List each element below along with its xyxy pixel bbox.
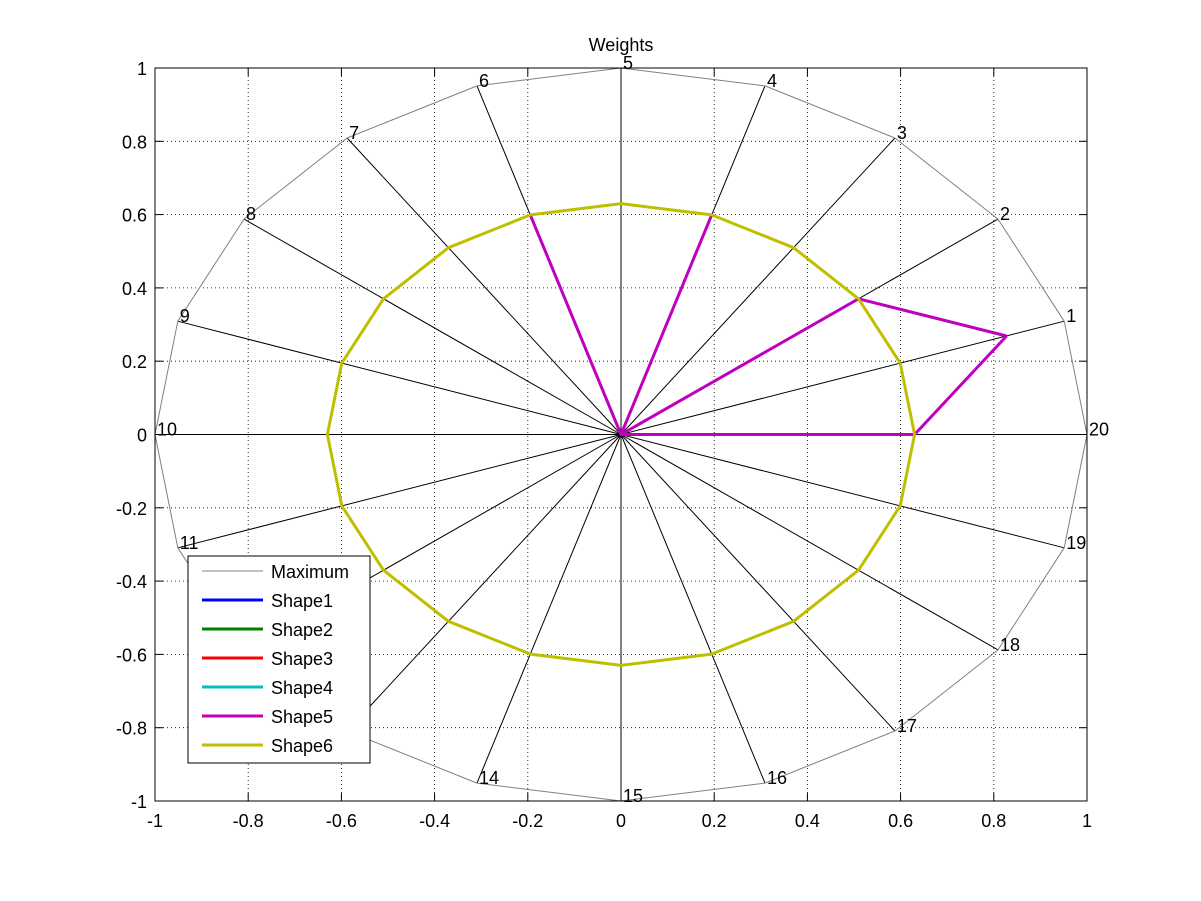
spoke-7: [346, 137, 622, 435]
x-tick-label: -1: [147, 811, 163, 831]
spoke-label: 5: [623, 53, 633, 73]
legend-label-shape5: Shape5: [271, 707, 333, 727]
series-line-maximum: [154, 67, 1088, 802]
legend-label-shape1: Shape1: [271, 591, 333, 611]
spoke-label: 19: [1066, 533, 1086, 553]
spoke-label: 20: [1089, 420, 1109, 440]
spoke-9: [177, 320, 622, 435]
x-tick-label: -0.8: [233, 811, 264, 831]
y-tick-label: -0.6: [116, 645, 147, 665]
legend-label-shape3: Shape3: [271, 649, 333, 669]
spoke-label: 6: [479, 71, 489, 91]
legend: Maximum Shape1 Shape2 Shape3 Shape4 Shape5 Sha…: [187, 555, 371, 764]
y-tick-label: 1: [137, 59, 147, 79]
spoke-3: [620, 137, 896, 435]
spoke-11: [177, 434, 622, 549]
spoke-label: 7: [349, 123, 359, 143]
y-tick-label: -0.2: [116, 499, 147, 519]
y-tick-label: 0.4: [122, 279, 147, 299]
y-tick-label: 0: [137, 426, 147, 446]
spoke-label: 14: [479, 768, 499, 788]
spoke-8: [243, 218, 622, 435]
x-tick-label: 0: [616, 811, 626, 831]
x-tick-label: -0.2: [512, 811, 543, 831]
x-tick-label: 0.6: [888, 811, 913, 831]
spoke-14: [476, 434, 622, 784]
chart-title: Weights: [589, 35, 654, 55]
x-tick-label: -0.4: [419, 811, 450, 831]
spoke-1: [620, 320, 1065, 435]
spoke-17: [620, 434, 896, 732]
spoke-label: 17: [897, 716, 917, 736]
x-tick-label: 0.8: [981, 811, 1006, 831]
x-tick-label: 0.2: [702, 811, 727, 831]
spoke-18: [620, 434, 999, 651]
spoke-label: 8: [246, 204, 256, 224]
y-tick-label: 0.8: [122, 132, 147, 152]
y-tick-label: 0.6: [122, 206, 147, 226]
y-tick-label: 0.2: [122, 352, 147, 372]
spoke-16: [620, 434, 766, 784]
x-axis-ticks: -1 -0.8 -0.6 -0.4 -0.2 0 0.2 0.4 0.6 0.8 1: [147, 68, 1092, 831]
series-line-shape6: [325, 202, 917, 667]
y-tick-label: -0.4: [116, 572, 147, 592]
legend-label-shape2: Shape2: [271, 620, 333, 640]
legend-label-maximum: Maximum: [271, 562, 349, 582]
spoke-13: [346, 434, 622, 732]
spoke-label: 4: [767, 71, 777, 91]
series: [154, 67, 1088, 802]
x-tick-label: 0.4: [795, 811, 820, 831]
spoke-label: 2: [1000, 204, 1010, 224]
spoke-label: 3: [897, 123, 907, 143]
x-tick-label: 1: [1082, 811, 1092, 831]
y-axis-ticks: -1 -0.8 -0.6 -0.4 -0.2 0 0.2 0.4 0.6 0.8 1: [116, 59, 1087, 812]
spoke-label: 16: [767, 768, 787, 788]
legend-label-shape4: Shape4: [271, 678, 333, 698]
spoke-label: 10: [157, 420, 177, 440]
spoke-label: 18: [1000, 635, 1020, 655]
spoke-label: 9: [180, 306, 190, 326]
spoke-19: [620, 434, 1065, 549]
spoke-label: 11: [180, 533, 199, 553]
legend-label-shape6: Shape6: [271, 736, 333, 756]
y-tick-label: -1: [131, 792, 147, 812]
spoke-label: 1: [1066, 306, 1076, 326]
series-line-shape5: [528, 213, 1008, 436]
x-tick-label: -0.6: [326, 811, 357, 831]
spoke-label: 15: [623, 786, 643, 806]
y-tick-label: -0.8: [116, 719, 147, 739]
